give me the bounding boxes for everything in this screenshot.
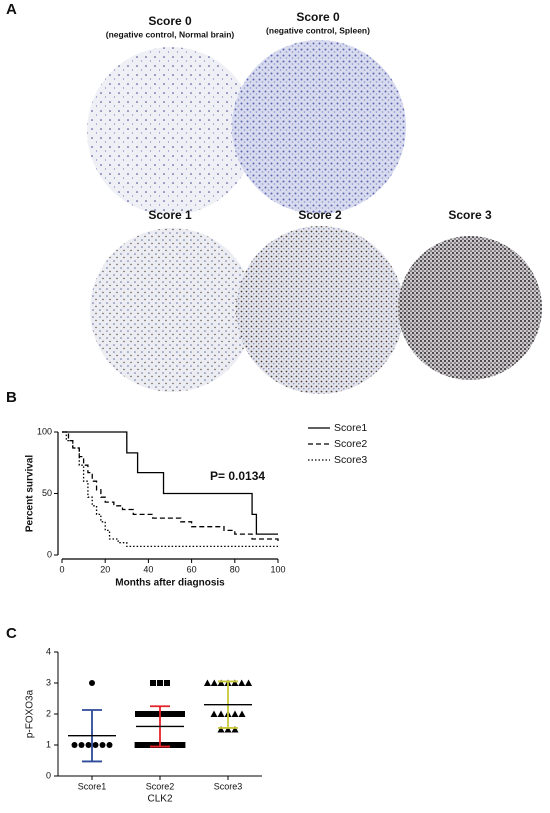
data-point — [141, 742, 147, 748]
data-point — [163, 711, 169, 717]
image-subtitle: (negative control, Spleen) — [266, 25, 370, 35]
data-point — [155, 711, 161, 717]
survival-line — [62, 431, 279, 543]
x-tick-label: 0 — [59, 564, 64, 574]
y-tick-label: 50 — [42, 488, 52, 498]
y-axis-label: Percent survival — [25, 455, 36, 532]
panel-label: C — [6, 625, 17, 642]
tissue-image — [398, 236, 542, 380]
data-point — [85, 742, 92, 748]
data-point — [175, 711, 181, 717]
data-point — [179, 711, 185, 717]
data-point — [173, 742, 179, 748]
data-point — [153, 742, 160, 748]
data-point — [217, 710, 225, 717]
x-tick-label: 100 — [270, 564, 285, 574]
x-tick-label: 40 — [143, 564, 153, 574]
x-axis-label: CLK2 — [147, 794, 172, 805]
data-point — [217, 726, 225, 733]
legend-label: Score3 — [334, 454, 367, 466]
image-subtitle: (negative control, Normal brain) — [106, 29, 235, 39]
data-point — [167, 711, 173, 717]
data-point — [224, 726, 232, 733]
data-point — [159, 711, 165, 717]
y-tick-label: 1 — [46, 739, 51, 749]
y-tick-label: 4 — [46, 646, 51, 656]
tissue-image — [236, 226, 404, 394]
data-point — [151, 711, 157, 717]
data-point — [210, 710, 218, 717]
data-point — [179, 742, 186, 748]
x-tick-label: 80 — [230, 564, 240, 574]
data-point — [169, 742, 176, 748]
legend-label: Score2 — [334, 438, 367, 450]
x-tick-label: Score3 — [214, 781, 243, 791]
x-tick-label: 20 — [100, 564, 110, 574]
image-title: Score 2 — [298, 208, 342, 222]
data-point — [163, 742, 170, 748]
data-point — [143, 711, 149, 717]
data-point — [157, 680, 163, 686]
y-axis-label: p-FOXO3a — [25, 689, 36, 738]
data-point — [144, 742, 151, 748]
data-point — [137, 742, 144, 748]
data-point — [147, 742, 154, 748]
data-point — [92, 742, 99, 748]
data-point — [238, 679, 246, 686]
tissue-image — [232, 40, 406, 214]
data-point — [134, 742, 141, 748]
y-tick-label: 2 — [46, 708, 51, 718]
data-point — [150, 742, 157, 748]
survival-line — [62, 431, 278, 548]
data-point — [71, 742, 78, 748]
image-title: Score 0 — [148, 14, 192, 28]
data-point — [203, 679, 211, 686]
data-point — [135, 711, 141, 717]
data-point — [99, 742, 106, 748]
data-point — [89, 680, 95, 686]
data-point — [147, 711, 153, 717]
x-axis-label: Months after diagnosis — [115, 578, 225, 589]
data-point — [166, 742, 173, 748]
y-tick-label: 3 — [46, 677, 51, 687]
data-point — [171, 711, 177, 717]
data-point — [164, 680, 170, 686]
y-tick-label: 100 — [37, 426, 52, 436]
data-point — [78, 742, 85, 748]
data-point — [150, 680, 156, 686]
tissue-image — [90, 228, 254, 392]
legend-label: Score1 — [334, 422, 367, 434]
x-tick-label: Score2 — [146, 781, 175, 791]
image-title: Score 0 — [296, 10, 340, 24]
data-point — [106, 742, 113, 748]
data-point — [231, 710, 239, 717]
data-point — [210, 679, 218, 686]
annotation: P= 0.0134 — [210, 469, 265, 483]
image-title: Score 1 — [148, 208, 192, 222]
data-point — [231, 679, 239, 686]
data-point — [176, 742, 183, 748]
data-point — [231, 726, 239, 733]
image-title: Score 3 — [448, 208, 492, 222]
tissue-image — [87, 47, 255, 215]
data-point — [139, 711, 145, 717]
x-tick-label: 60 — [187, 564, 197, 574]
data-point — [160, 742, 167, 748]
panel-label: A — [6, 1, 17, 18]
data-point — [245, 679, 253, 686]
panel-label: B — [6, 389, 17, 406]
y-tick-label: 0 — [46, 770, 51, 780]
survival-line — [62, 431, 278, 535]
x-tick-label: Score1 — [78, 781, 107, 791]
data-point — [238, 710, 246, 717]
data-point — [217, 679, 225, 686]
y-tick-label: 0 — [47, 549, 52, 559]
